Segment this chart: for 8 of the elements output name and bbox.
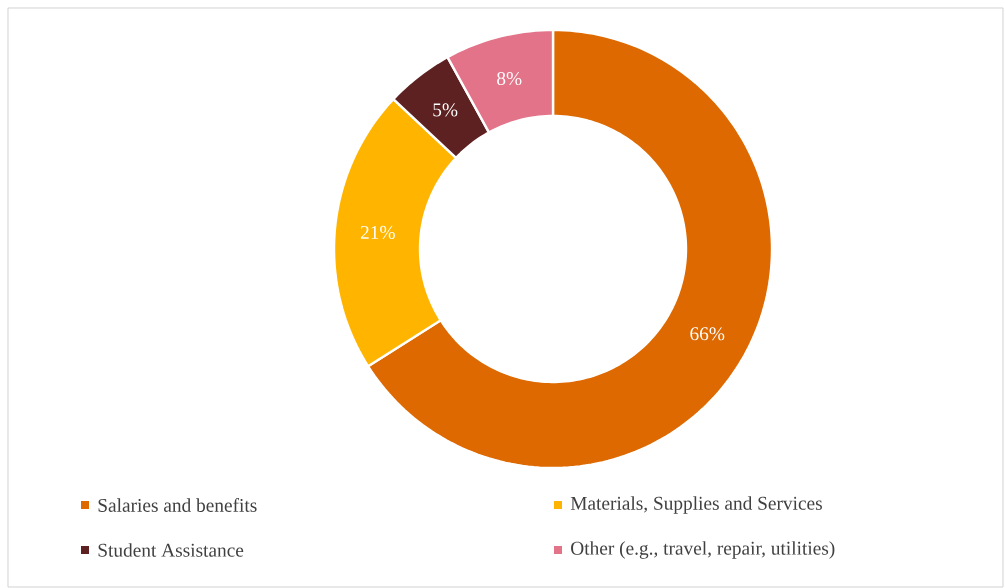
legend-label: Salaries and benefits (98, 498, 257, 512)
data-label: 5% (433, 103, 458, 117)
legend-label: Student Assistance (98, 543, 244, 557)
legend-label: Other (e.g., travel, repair, utilities) (571, 541, 835, 559)
data-label: 21% (360, 225, 395, 239)
data-label: 66% (690, 327, 725, 341)
data-label: 8% (497, 71, 522, 86)
legend-label: Materials, Supplies and Services (570, 496, 822, 514)
